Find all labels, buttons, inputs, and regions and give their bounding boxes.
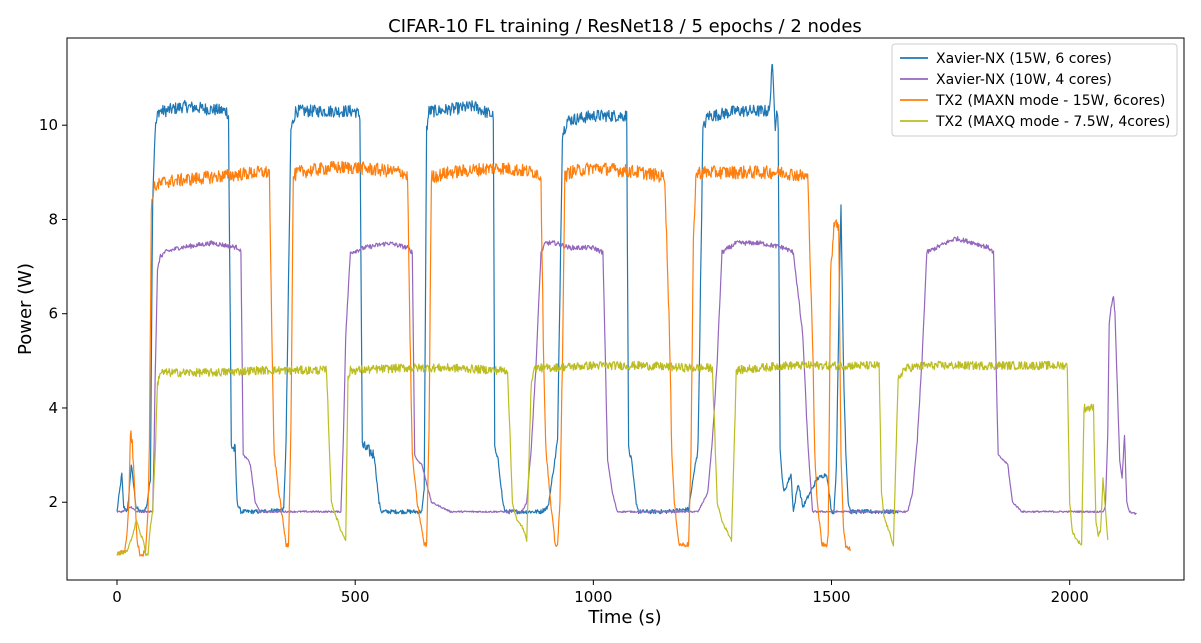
legend-box [891,43,1178,137]
plot-area-frame [66,37,1185,581]
y-tick-label: 6 [48,305,58,323]
chart-title: CIFAR-10 FL training / ResNet18 / 5 epoc… [388,16,862,37]
series-line-1 [116,63,899,515]
x-axis-label: Time (s) [587,607,661,628]
series-line-3 [116,160,852,557]
series-line-4 [116,360,1109,556]
x-tick-label: 0 [112,588,122,606]
legend-entry: Xavier-NX (15W, 6 cores) [936,51,1112,67]
y-tick-label: 4 [48,399,58,417]
x-tick-label: 1500 [812,588,850,606]
x-tick-label: 500 [341,588,370,606]
x-axis-ticks: 0 500 1000 1500 2000 [112,580,1089,606]
legend-entry: Xavier-NX (10W, 4 cores) [936,72,1112,88]
x-tick-label: 2000 [1051,588,1089,606]
y-axis-label: Power (W) [15,263,36,355]
y-tick-label: 2 [48,493,58,511]
plot-series [116,63,1137,557]
x-tick-label: 1000 [574,588,612,606]
legend: Xavier-NX (15W, 6 cores) Xavier-NX (10W, … [891,43,1178,137]
series-line-2 [116,236,1137,515]
y-axis-ticks: 2 4 6 8 10 [39,116,67,511]
legend-entry: TX2 (MAXQ mode - 7.5W, 4cores) [935,114,1170,130]
y-tick-label: 8 [48,210,58,228]
y-tick-label: 10 [39,116,58,134]
legend-entry: TX2 (MAXN mode - 15W, 6cores) [935,93,1165,109]
